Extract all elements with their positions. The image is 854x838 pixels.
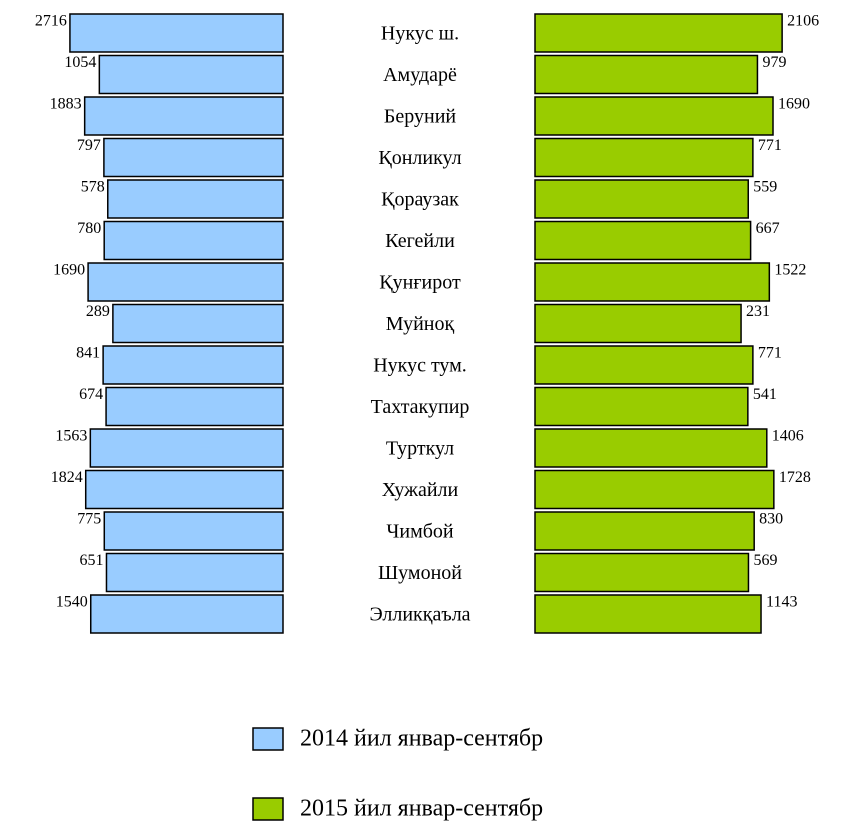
value-label: 2716 bbox=[35, 13, 67, 30]
bar bbox=[534, 386, 749, 427]
value-label: 775 bbox=[77, 511, 101, 528]
category-label: Турткул bbox=[386, 438, 454, 460]
category-label: Нукус тум. bbox=[373, 355, 467, 377]
value-label: 651 bbox=[79, 552, 103, 569]
value-label: 2106 bbox=[787, 13, 819, 30]
category-label: Шумоной bbox=[378, 562, 462, 584]
bar bbox=[534, 552, 750, 593]
category-label: Қонликул bbox=[378, 147, 461, 169]
value-label: 1143 bbox=[766, 594, 797, 611]
value-label: 841 bbox=[76, 345, 100, 362]
bar bbox=[89, 594, 284, 634]
bar bbox=[105, 386, 284, 427]
value-label: 1406 bbox=[772, 428, 804, 445]
bar bbox=[103, 220, 284, 261]
value-label: 559 bbox=[753, 179, 777, 196]
bar bbox=[534, 220, 752, 261]
bar bbox=[534, 303, 742, 344]
legend-swatch bbox=[252, 797, 284, 821]
value-label: 780 bbox=[77, 220, 101, 237]
bar bbox=[107, 179, 284, 219]
value-label: 231 bbox=[746, 303, 770, 320]
bar bbox=[534, 262, 771, 302]
legend-label: 2014 йил январ-сентябр bbox=[300, 726, 543, 752]
value-label: 797 bbox=[77, 137, 101, 154]
bar bbox=[102, 345, 284, 385]
bar bbox=[534, 428, 768, 468]
category-label: Амударё bbox=[383, 64, 457, 86]
bar bbox=[105, 552, 284, 593]
value-label: 578 bbox=[81, 179, 105, 196]
bar bbox=[98, 54, 284, 95]
value-label: 674 bbox=[79, 386, 103, 403]
category-label: Қунғирот bbox=[379, 272, 461, 294]
value-label: 1690 bbox=[778, 96, 810, 113]
value-label: 1728 bbox=[779, 469, 811, 486]
value-label: 1883 bbox=[50, 96, 82, 113]
bar bbox=[87, 262, 284, 302]
category-label: Тахтакупир bbox=[371, 396, 470, 418]
value-label: 569 bbox=[753, 552, 777, 569]
bar bbox=[103, 137, 284, 178]
value-label: 1824 bbox=[51, 469, 83, 486]
bar bbox=[89, 428, 284, 468]
value-label: 541 bbox=[753, 386, 777, 403]
value-label: 1690 bbox=[53, 262, 85, 279]
category-label: Чимбой bbox=[386, 521, 454, 543]
bar bbox=[534, 345, 754, 385]
category-label: Кегейли bbox=[385, 230, 455, 252]
value-label: 1563 bbox=[55, 428, 87, 445]
bar bbox=[84, 469, 284, 510]
bar bbox=[69, 13, 284, 53]
value-label: 289 bbox=[86, 303, 110, 320]
bar bbox=[534, 54, 759, 95]
legend-label: 2015 йил январ-сентябр bbox=[300, 796, 543, 822]
bar bbox=[534, 469, 775, 510]
category-label: Хужайли bbox=[382, 479, 459, 501]
category-label: Муйноқ bbox=[386, 313, 455, 335]
bar bbox=[534, 179, 749, 219]
category-label: Қораузак bbox=[381, 189, 459, 211]
value-label: 1540 bbox=[56, 594, 88, 611]
value-label: 1522 bbox=[774, 262, 806, 279]
category-label: Нукус ш. bbox=[381, 23, 459, 45]
bar bbox=[112, 303, 284, 344]
bar bbox=[534, 137, 754, 178]
bar bbox=[103, 511, 284, 551]
value-label: 667 bbox=[756, 220, 780, 237]
value-label: 830 bbox=[759, 511, 783, 528]
legend-swatch bbox=[252, 727, 284, 751]
bar bbox=[83, 96, 284, 136]
value-label: 1054 bbox=[64, 54, 96, 71]
bar bbox=[534, 594, 762, 634]
bar bbox=[534, 13, 783, 53]
bar bbox=[534, 511, 755, 551]
category-label: Беруний bbox=[384, 106, 457, 128]
value-label: 979 bbox=[762, 54, 786, 71]
value-label: 771 bbox=[758, 345, 782, 362]
value-label: 771 bbox=[758, 137, 782, 154]
category-label: Элликқаъла bbox=[369, 604, 470, 626]
bar bbox=[534, 96, 774, 136]
